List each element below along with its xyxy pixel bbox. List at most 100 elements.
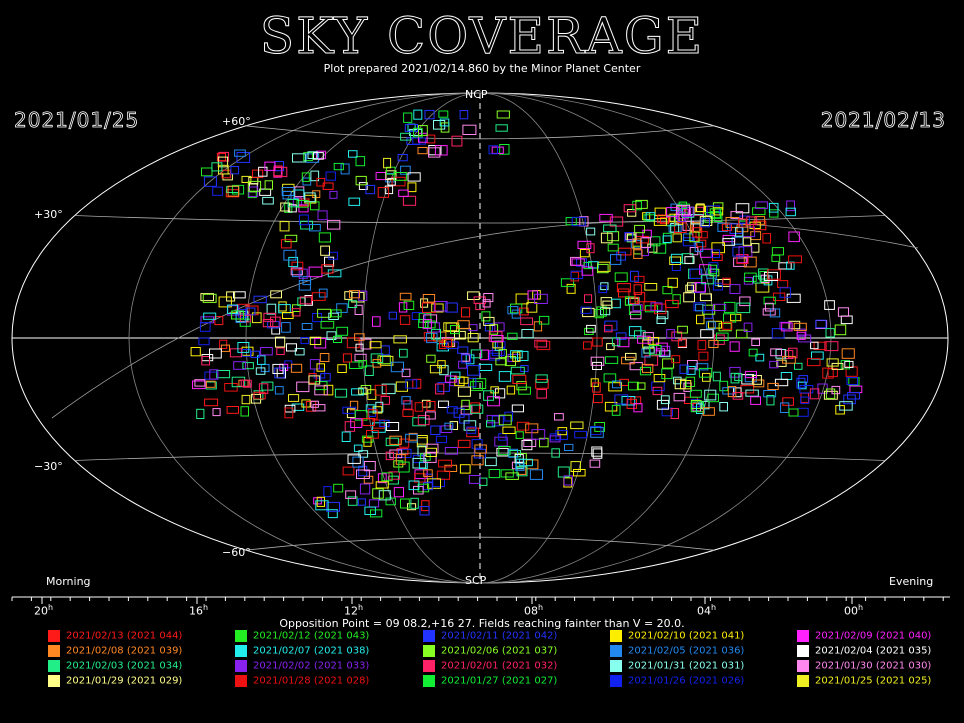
field-745 xyxy=(834,324,847,336)
field-970 xyxy=(428,147,441,158)
ra-tick-label-3: 08h xyxy=(524,603,543,618)
field-501 xyxy=(350,418,363,429)
field-548 xyxy=(671,262,681,272)
field-879 xyxy=(696,403,705,414)
field-259 xyxy=(319,353,330,362)
field-408 xyxy=(369,341,382,349)
field-607 xyxy=(785,207,796,217)
field-980 xyxy=(769,209,779,218)
field-52 xyxy=(227,185,240,197)
field-721 xyxy=(815,320,828,329)
legend-label: 2021/01/25 (2021 025) xyxy=(815,675,932,687)
field-924 xyxy=(345,490,357,499)
field-59 xyxy=(393,172,407,181)
evening-label: Evening xyxy=(889,575,934,588)
field-491 xyxy=(539,437,549,448)
field-485 xyxy=(563,475,573,486)
legend-swatch xyxy=(610,630,622,642)
field-46 xyxy=(212,186,223,196)
field-412 xyxy=(494,436,508,447)
ecliptic-line xyxy=(51,220,919,419)
field-323 xyxy=(511,404,524,413)
field-488 xyxy=(529,469,544,480)
field-212 xyxy=(468,377,477,388)
field-281 xyxy=(390,361,404,373)
field-661 xyxy=(736,254,749,265)
field-439 xyxy=(387,475,399,485)
field-493 xyxy=(418,461,428,470)
legend-label: 2021/02/11 (2021 042) xyxy=(441,630,558,642)
field-784 xyxy=(657,310,669,320)
field-358 xyxy=(399,315,411,325)
field-1009 xyxy=(662,235,672,243)
field-374 xyxy=(403,300,415,311)
field-604 xyxy=(700,248,714,258)
field-342 xyxy=(209,348,222,359)
field-804 xyxy=(779,321,791,330)
field-770 xyxy=(840,360,851,370)
legend-label: 2021/02/04 (2021 035) xyxy=(815,645,932,657)
field-699 xyxy=(684,256,695,264)
field-124 xyxy=(292,304,301,312)
field-305 xyxy=(446,341,459,349)
field-831 xyxy=(654,303,667,315)
field-505 xyxy=(486,420,496,428)
field-899 xyxy=(831,385,841,395)
field-939 xyxy=(370,509,383,518)
field-837 xyxy=(844,360,854,368)
legend-swatch xyxy=(797,630,809,642)
field-634 xyxy=(667,277,678,288)
field-944 xyxy=(315,500,329,511)
field-282 xyxy=(231,376,246,388)
field-870 xyxy=(615,332,627,340)
field-538 xyxy=(425,447,437,457)
field-971 xyxy=(418,125,428,136)
field-455 xyxy=(564,443,574,451)
field-860 xyxy=(730,372,740,384)
field-777 xyxy=(719,402,728,412)
field-366 xyxy=(288,394,300,402)
field-356 xyxy=(333,335,342,343)
ra-tick-unit: h xyxy=(858,603,864,612)
field-519 xyxy=(423,469,433,477)
field-716 xyxy=(744,374,757,383)
field-760 xyxy=(762,308,776,316)
field-301 xyxy=(199,322,211,332)
field-965 xyxy=(434,145,448,156)
field-936 xyxy=(410,497,419,509)
meridian-line-2 xyxy=(128,92,832,584)
ra-tick-unit: h xyxy=(48,603,54,612)
field-887 xyxy=(770,348,783,357)
field-42 xyxy=(248,186,259,198)
field-914 xyxy=(826,358,839,367)
field-529 xyxy=(591,446,603,457)
field-931 xyxy=(357,498,366,506)
field-45 xyxy=(252,169,264,178)
legend-item: 2021/02/11 (2021 042) xyxy=(423,630,557,644)
field-242 xyxy=(336,326,349,336)
field-1006 xyxy=(624,232,634,242)
field-256 xyxy=(309,336,322,346)
field-913 xyxy=(809,388,820,400)
field-1010 xyxy=(623,204,636,213)
field-96 xyxy=(327,219,341,230)
field-348 xyxy=(204,371,219,380)
field-833 xyxy=(775,349,787,359)
legend-swatch xyxy=(797,645,809,657)
field-419 xyxy=(502,426,516,435)
field-98 xyxy=(308,266,323,278)
field-747 xyxy=(788,347,798,359)
legend-swatch xyxy=(48,660,60,672)
field-480 xyxy=(389,449,403,459)
field-678 xyxy=(600,232,613,244)
field-871 xyxy=(617,337,630,348)
field-1015 xyxy=(738,218,747,228)
legend-item: 2021/01/27 (2021 027) xyxy=(423,675,557,689)
field-449 xyxy=(574,430,588,439)
field-430 xyxy=(363,475,374,484)
field-34 xyxy=(385,170,397,181)
field-823 xyxy=(748,348,758,357)
field-668 xyxy=(764,271,778,281)
field-889 xyxy=(650,302,663,311)
field-69 xyxy=(264,180,274,190)
